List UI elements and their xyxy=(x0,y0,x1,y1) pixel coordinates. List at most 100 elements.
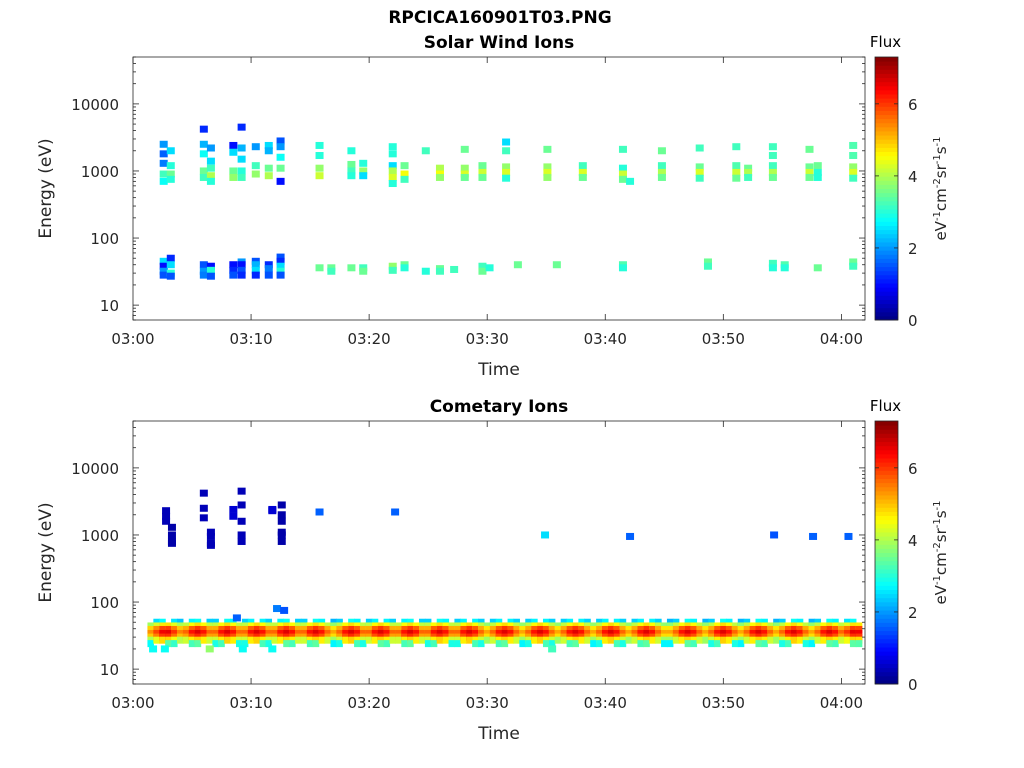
heatmap-cell xyxy=(436,622,444,630)
colorbar-swatch xyxy=(875,65,898,70)
heatmap-cell xyxy=(348,625,355,633)
heatmap-cell xyxy=(401,622,408,630)
heatmap-cell xyxy=(359,629,367,637)
x-tick-label: 03:10 xyxy=(229,330,272,348)
colorbar-swatch xyxy=(875,106,898,111)
heatmap-cell xyxy=(300,625,308,633)
heatmap-cell xyxy=(421,267,430,275)
heatmap-cell xyxy=(259,640,267,648)
colorbar-swatch xyxy=(875,462,898,467)
heatmap-cell xyxy=(167,531,176,539)
heatmap-cell xyxy=(684,618,692,626)
heatmap-cell xyxy=(206,157,215,165)
y-axis-label: Energy (eV) xyxy=(36,138,56,238)
colorbar-swatch xyxy=(875,196,898,202)
heatmap-cell xyxy=(283,625,290,633)
heatmap-cell xyxy=(714,640,721,648)
heatmap-cell xyxy=(166,175,175,183)
colorbar-swatch xyxy=(875,544,898,549)
heatmap-cell xyxy=(436,636,444,644)
heatmap-cell xyxy=(347,147,356,155)
heatmap-cell xyxy=(383,622,391,630)
heatmap-cell xyxy=(495,625,503,633)
heatmap-cell xyxy=(295,629,302,637)
figure-title: RPCICA160901T03.PNG xyxy=(388,8,612,28)
colorbar-tick-label: 6 xyxy=(908,460,918,478)
colorbar-swatch xyxy=(875,474,898,480)
heatmap-cell xyxy=(448,622,456,630)
heatmap-cell xyxy=(519,625,526,633)
heatmap-cell xyxy=(725,636,733,644)
heatmap-cell xyxy=(237,531,246,539)
heatmap-cell xyxy=(165,622,172,630)
heatmap-cell xyxy=(167,539,176,547)
x-axis-label: Time xyxy=(477,724,520,744)
heatmap-cell xyxy=(749,629,757,637)
heatmap-cell xyxy=(790,636,798,644)
y-axis-label: Energy (eV) xyxy=(36,502,56,602)
heatmap-cell xyxy=(194,640,202,648)
heatmap-cell xyxy=(188,625,196,633)
colorbar-swatch xyxy=(875,130,898,136)
heatmap-cell xyxy=(229,271,238,279)
heatmap-cell xyxy=(702,636,709,644)
colorbar-swatch xyxy=(875,601,898,607)
heatmap-cell xyxy=(548,645,557,653)
heatmap-cell xyxy=(560,629,568,637)
heatmap-cell xyxy=(708,640,715,648)
heatmap-cell xyxy=(450,265,459,273)
colorbar-swatch xyxy=(875,486,898,492)
heatmap-cell xyxy=(672,625,680,633)
heatmap-cell xyxy=(159,618,166,626)
heatmap-cell xyxy=(802,629,810,637)
heatmap-cell xyxy=(277,511,286,519)
heatmap-cell xyxy=(354,625,361,633)
heatmap-cell xyxy=(162,517,171,525)
heatmap-cell xyxy=(306,629,314,637)
heatmap-cell xyxy=(637,629,644,637)
heatmap-cell xyxy=(790,629,798,637)
heatmap-cell xyxy=(684,629,692,637)
heatmap-cell xyxy=(336,622,343,630)
x-tick-label: 03:50 xyxy=(702,330,745,348)
colorbar-swatch xyxy=(875,503,898,508)
heatmap-cell xyxy=(182,636,190,644)
heatmap-cells xyxy=(147,487,863,653)
heatmap-cell xyxy=(224,629,231,637)
heatmap-cell xyxy=(631,629,639,637)
colorbar-swatch xyxy=(875,494,898,500)
heatmap-cell xyxy=(590,625,597,633)
heatmap-cell xyxy=(454,629,461,637)
heatmap-cell xyxy=(537,622,544,630)
heatmap-cell xyxy=(371,636,379,644)
heatmap-cell xyxy=(805,163,814,171)
colorbar-swatch xyxy=(875,250,898,255)
heatmap-cell xyxy=(768,143,777,151)
heatmap-cell xyxy=(472,625,479,633)
heatmap-cell xyxy=(389,622,396,630)
heatmap-cell xyxy=(295,622,302,630)
colorbar-swatch xyxy=(875,581,898,586)
x-tick-label: 03:30 xyxy=(466,330,509,348)
heatmap-cell xyxy=(430,622,438,630)
heatmap-cell xyxy=(637,622,644,630)
colorbar-swatch xyxy=(875,540,898,545)
colorbar-swatch xyxy=(875,167,898,173)
colorbar-tick-label: 0 xyxy=(908,312,918,330)
heatmap-cell xyxy=(400,170,409,178)
heatmap-cell xyxy=(542,640,550,648)
heatmap-cell xyxy=(400,264,409,272)
heatmap-cell xyxy=(554,622,562,630)
colorbar-swatch xyxy=(875,143,898,148)
colorbar-swatch xyxy=(875,478,898,484)
colorbar-swatch xyxy=(875,560,898,566)
heatmap-cell xyxy=(483,625,491,633)
heatmap-cell xyxy=(253,622,261,630)
heatmap-cell xyxy=(206,172,215,180)
heatmap-cell xyxy=(578,622,585,630)
heatmap-cell xyxy=(460,173,469,181)
heatmap-cell xyxy=(276,262,285,270)
x-tick-label: 03:40 xyxy=(584,330,627,348)
heatmap-cell xyxy=(342,622,349,630)
colorbar-swatch xyxy=(875,638,898,644)
